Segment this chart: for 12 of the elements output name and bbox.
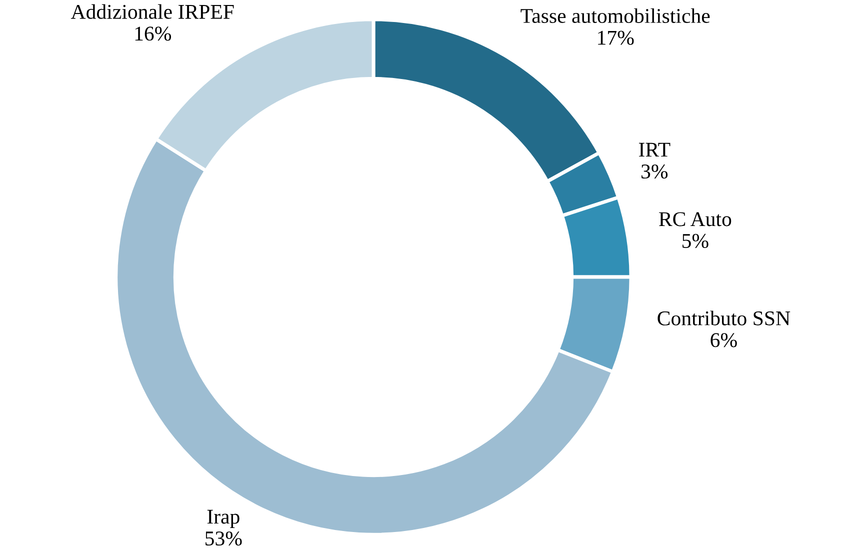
slice-label: Addizionale IRPEF xyxy=(70,4,234,19)
data-label: 17% xyxy=(598,30,634,45)
slice-label: Contributo SSN xyxy=(658,310,790,326)
data-label: 16% xyxy=(135,26,172,41)
data-label: 53% xyxy=(206,531,242,546)
slice-label: Tasse automobilistiche xyxy=(520,8,710,24)
slice-label: RC Auto xyxy=(659,212,732,226)
data-label: 6% xyxy=(710,333,737,348)
slice-label: Irap xyxy=(207,510,240,528)
data-label: 3% xyxy=(642,164,668,179)
slice-label: IRT xyxy=(638,142,670,157)
data-label: 5% xyxy=(682,234,708,248)
